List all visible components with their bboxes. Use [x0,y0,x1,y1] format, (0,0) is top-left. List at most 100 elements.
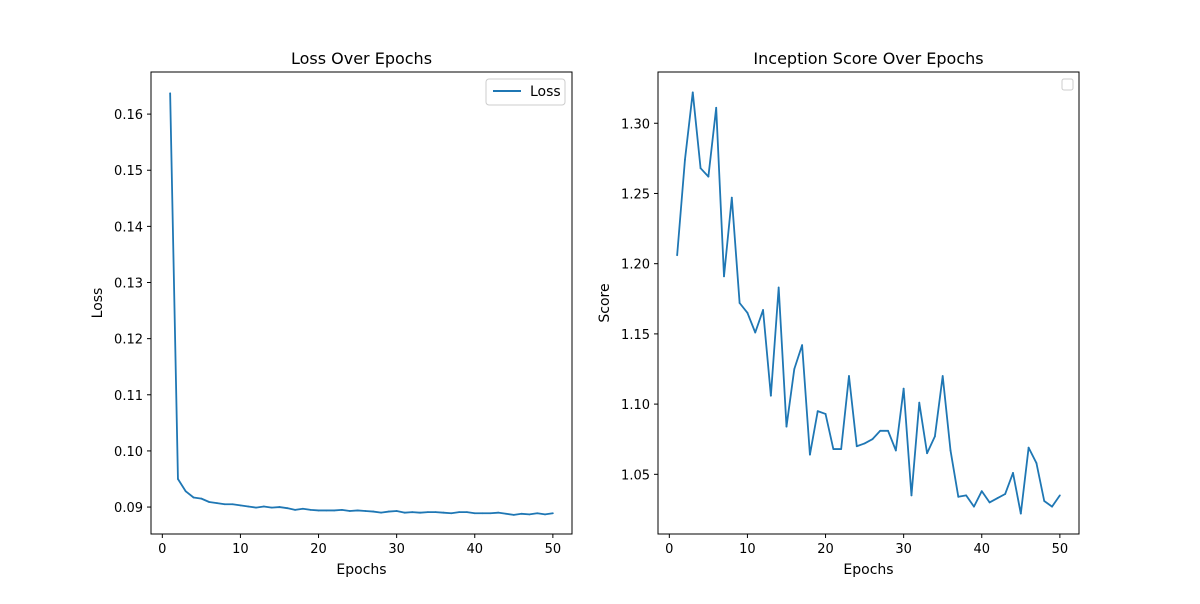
loss-data-point [395,510,398,512]
score-data-point [988,501,991,504]
loss-data-point [208,501,211,503]
score-data-point [699,167,702,170]
score-data-point [754,331,757,334]
score-y-tick-label: 1.05 [621,468,650,483]
score-data-point [1027,446,1030,449]
score-data-point [996,497,999,500]
score-data-point [1058,494,1061,497]
score-data-point [941,375,944,377]
loss-y-tick-label: 0.11 [114,389,143,404]
loss-chart-ylabel: Loss [90,288,106,319]
loss-x-tick-label: 50 [545,542,562,557]
loss-data-point [419,511,421,514]
loss-y-tick-label: 0.15 [114,164,143,179]
score-data-point [973,505,975,508]
loss-data-point [450,512,453,515]
loss-data-point [489,512,492,515]
loss-data-point [309,508,312,511]
loss-data-point [497,511,500,514]
loss-chart-legend: Loss [485,78,566,106]
score-data-point [1035,462,1038,464]
loss-data-point [262,505,265,508]
loss-data-point [380,511,382,514]
score-data-point [676,254,679,257]
loss-data-point [325,509,328,512]
loss-series-line [169,93,553,516]
loss-data-point [403,511,406,514]
loss-data-point [372,510,375,513]
score-x-tick-label: 20 [817,542,834,557]
score-data-point [769,394,772,397]
score-data-point [926,452,928,455]
score-data-point [871,438,874,441]
score-data-point [910,494,913,497]
loss-data-point [466,511,468,514]
score-data-point [1019,512,1022,515]
score-data-point [855,445,858,448]
loss-data-point [255,506,257,509]
score-y-tick-label: 1.25 [621,187,650,202]
loss-data-point [426,511,429,514]
score-data-point [777,286,780,289]
score-chart-frame [657,71,1080,535]
loss-y-tick-label: 0.13 [114,277,143,292]
loss-data-point [239,504,242,507]
loss-chart-xlabel: Epochs [336,562,386,578]
loss-data-point [348,510,351,512]
loss-data-point [278,506,281,508]
score-data-point [730,196,733,199]
score-data-point [746,311,749,314]
score-data-point [816,410,819,413]
score-data-point [879,429,882,432]
loss-data-point [317,509,320,512]
score-data-point [809,453,811,456]
loss-y-tick-label: 0.12 [114,333,143,348]
loss-data-point [247,505,250,508]
loss-chart: Loss Over Epochs Epochs Loss 0 10 20 30 40 50… [90,49,573,578]
legend-series-label: Loss [530,84,561,100]
loss-data-point [551,512,554,515]
score-data-point [918,401,921,404]
loss-data-point [216,502,218,505]
loss-data-point [512,514,515,516]
score-data-point [902,387,905,390]
score-data-point [793,368,796,370]
loss-data-point [505,512,507,515]
score-data-point [762,309,764,311]
score-x-tick-label: 40 [973,542,990,557]
score-data-point [832,448,835,450]
loss-data-point [286,507,289,510]
loss-chart-frame [150,71,573,535]
loss-data-point [177,478,179,480]
score-data-point [1004,493,1007,495]
score-chart-series [676,91,1061,515]
score-data-point [840,448,843,450]
loss-data-point [333,509,336,512]
score-y-tick-label: 1.30 [621,117,650,132]
loss-data-point [341,508,343,511]
score-data-point [824,413,827,415]
loss-data-point [434,511,437,514]
score-data-point [715,106,718,109]
score-y-tick-label: 1.10 [621,398,650,413]
score-series-line [676,91,1061,515]
loss-data-point [270,506,273,509]
score-data-point [848,375,850,377]
loss-data-point [528,513,531,516]
loss-data-point [481,512,484,515]
score-data-point [933,435,936,438]
score-chart-ylabel: Score [597,283,613,322]
loss-data-point [302,507,304,510]
score-data-point [965,494,968,497]
loss-data-point [520,512,523,515]
score-data-point [887,429,889,432]
loss-chart-title: Loss Over Epochs [291,49,432,68]
loss-data-point [200,497,203,500]
score-chart-title: Inception Score Over Epochs [753,49,983,68]
score-y-tick-label: 1.15 [621,328,650,343]
loss-data-point [536,512,539,515]
loss-x-tick-label: 30 [388,542,405,557]
loss-data-point [387,510,390,513]
score-data-point [801,344,804,347]
